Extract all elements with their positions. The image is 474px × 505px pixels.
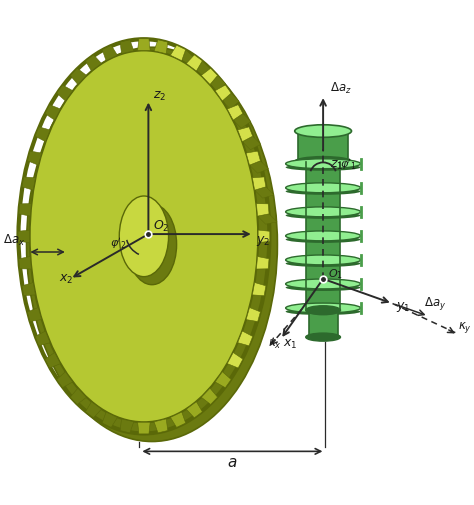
Polygon shape <box>35 331 50 346</box>
Polygon shape <box>256 257 269 270</box>
Polygon shape <box>228 106 243 121</box>
Polygon shape <box>137 422 150 434</box>
Polygon shape <box>228 353 243 368</box>
Polygon shape <box>171 46 186 62</box>
Polygon shape <box>186 56 202 72</box>
Polygon shape <box>120 419 134 433</box>
Polygon shape <box>57 86 73 102</box>
Polygon shape <box>242 137 261 150</box>
Polygon shape <box>256 204 269 217</box>
Ellipse shape <box>286 213 361 220</box>
Ellipse shape <box>286 256 361 265</box>
FancyBboxPatch shape <box>306 162 340 311</box>
Ellipse shape <box>30 52 258 422</box>
Polygon shape <box>238 331 253 346</box>
Ellipse shape <box>295 126 352 138</box>
Text: $a$: $a$ <box>227 454 237 469</box>
Ellipse shape <box>128 205 177 285</box>
Polygon shape <box>246 152 260 166</box>
Ellipse shape <box>306 306 340 315</box>
Text: $x_1$: $x_1$ <box>283 337 297 350</box>
Text: $O_1$: $O_1$ <box>328 267 344 281</box>
Polygon shape <box>27 308 42 322</box>
Polygon shape <box>154 419 168 433</box>
Polygon shape <box>85 56 101 72</box>
Text: $y_1$: $y_1$ <box>396 299 410 314</box>
Polygon shape <box>186 402 202 418</box>
Polygon shape <box>85 402 101 418</box>
Polygon shape <box>120 41 134 55</box>
Ellipse shape <box>286 183 361 193</box>
Polygon shape <box>196 62 210 80</box>
Text: $O_2$: $O_2$ <box>153 218 169 233</box>
Polygon shape <box>215 86 231 102</box>
Polygon shape <box>257 215 277 225</box>
Ellipse shape <box>306 333 340 341</box>
Polygon shape <box>201 388 218 405</box>
Text: $z_1$: $z_1$ <box>330 159 343 172</box>
Text: $x_2$: $x_2$ <box>59 273 73 286</box>
Text: $z_2$: $z_2$ <box>153 89 166 103</box>
Text: $\varphi'_1$: $\varphi'_1$ <box>340 157 357 172</box>
Polygon shape <box>102 412 118 428</box>
Polygon shape <box>201 69 218 85</box>
Polygon shape <box>154 41 168 55</box>
Text: $y_2$: $y_2$ <box>256 234 270 247</box>
Ellipse shape <box>286 188 361 195</box>
Polygon shape <box>253 178 266 191</box>
Ellipse shape <box>286 160 361 169</box>
Ellipse shape <box>119 196 169 277</box>
Polygon shape <box>210 76 226 93</box>
Polygon shape <box>57 372 73 388</box>
Ellipse shape <box>27 48 277 442</box>
Polygon shape <box>35 128 50 142</box>
Polygon shape <box>255 187 274 199</box>
Ellipse shape <box>295 157 352 167</box>
Ellipse shape <box>286 236 361 243</box>
Polygon shape <box>246 308 260 322</box>
Polygon shape <box>45 106 61 121</box>
Polygon shape <box>22 178 36 191</box>
Polygon shape <box>18 231 30 243</box>
Polygon shape <box>27 152 42 166</box>
Text: $\Delta a_z$: $\Delta a_z$ <box>330 81 352 95</box>
Polygon shape <box>171 412 186 428</box>
Text: $\Delta a_x$: $\Delta a_x$ <box>3 233 25 247</box>
FancyBboxPatch shape <box>299 132 348 162</box>
Text: $\kappa_y$: $\kappa_y$ <box>457 320 472 335</box>
Ellipse shape <box>286 231 361 241</box>
Ellipse shape <box>286 309 361 316</box>
Polygon shape <box>215 372 231 388</box>
Polygon shape <box>22 283 36 296</box>
Ellipse shape <box>286 261 361 268</box>
Polygon shape <box>19 257 31 270</box>
Polygon shape <box>137 40 150 52</box>
Polygon shape <box>258 231 270 243</box>
Ellipse shape <box>286 279 361 289</box>
Polygon shape <box>19 204 31 217</box>
Polygon shape <box>253 283 266 296</box>
Text: $\varphi'_2$: $\varphi'_2$ <box>110 235 127 250</box>
Polygon shape <box>249 162 268 174</box>
Ellipse shape <box>286 165 361 171</box>
Polygon shape <box>238 128 253 142</box>
Ellipse shape <box>286 208 361 217</box>
Ellipse shape <box>286 284 361 291</box>
Text: $\Delta a_y$: $\Delta a_y$ <box>424 294 446 312</box>
Ellipse shape <box>286 304 361 313</box>
Polygon shape <box>222 94 239 110</box>
Polygon shape <box>182 50 194 70</box>
Polygon shape <box>70 388 86 405</box>
Polygon shape <box>102 46 118 62</box>
Polygon shape <box>45 353 61 368</box>
Polygon shape <box>70 69 86 85</box>
Polygon shape <box>233 114 251 129</box>
Text: $\kappa_x$: $\kappa_x$ <box>268 337 282 350</box>
FancyBboxPatch shape <box>309 311 337 337</box>
